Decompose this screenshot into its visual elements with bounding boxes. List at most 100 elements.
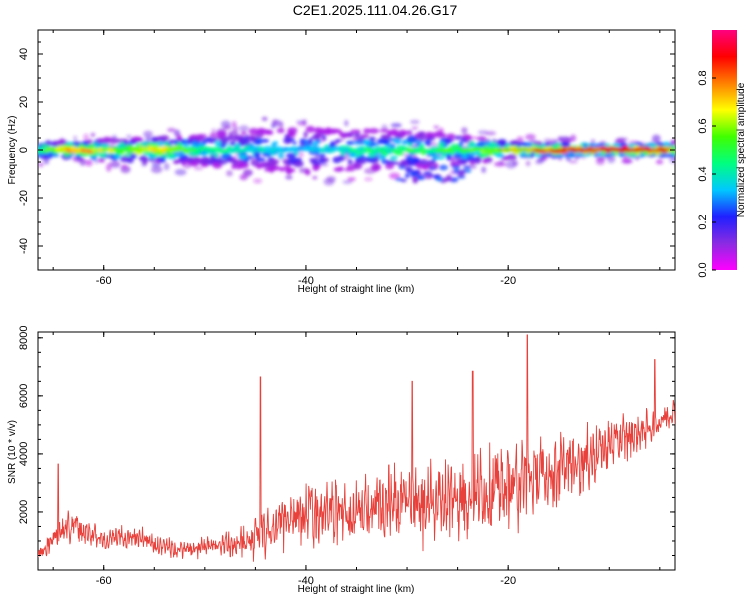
heat-blob: [359, 134, 370, 139]
heat-blob: [304, 168, 311, 176]
colorbar-tick-label: 0.8: [697, 70, 709, 85]
heat-blob: [507, 153, 517, 161]
heat-blob: [208, 158, 214, 166]
y-tick-label: 0: [18, 147, 30, 153]
y-tick-label: 6000: [18, 384, 30, 408]
heat-blob: [54, 140, 66, 146]
heat-blob: [377, 154, 386, 160]
heat-blob: [468, 164, 477, 169]
heat-blob: [457, 172, 465, 178]
colorbar-gradient: [712, 30, 737, 270]
heat-blob: [176, 134, 182, 142]
heat-blob: [446, 174, 452, 179]
heat-blob: [404, 173, 410, 179]
heat-blob: [346, 164, 353, 169]
spectrogram-panel: -60 -40 -20 40 20 0 -20 -40 Height of straight …: [7, 29, 676, 295]
heat-blob: [221, 137, 229, 145]
heat-blob: [309, 157, 319, 162]
heat-blob: [51, 153, 60, 157]
heat-blob: [269, 167, 274, 173]
heat-blob: [443, 137, 452, 145]
colorbar-label: Normalized spectral amplitude: [736, 82, 747, 217]
heat-blob: [410, 172, 417, 177]
heat-blob: [216, 159, 228, 165]
heat-blob: [163, 162, 170, 171]
heat-blob: [590, 139, 596, 145]
colorbar-tick-label: 0.4: [697, 166, 709, 181]
spectrogram-ticks: -60 -40 -20 40 20 0 -20 -40: [18, 30, 675, 287]
heat-blob: [446, 153, 452, 161]
heat-blob: [388, 160, 395, 164]
heat-blob: [143, 130, 153, 138]
heat-blob: [400, 159, 408, 165]
heat-blob: [347, 159, 353, 165]
heat-blob: [619, 152, 624, 157]
heat-blob: [512, 160, 519, 167]
heat-blob: [112, 134, 117, 139]
heat-blob: [268, 159, 280, 166]
heat-blob: [237, 154, 245, 159]
heat-blob: [334, 139, 341, 143]
heat-blob: [603, 152, 612, 156]
heat-blob: [266, 130, 274, 135]
heat-blob: [264, 168, 271, 172]
heat-blob: [261, 116, 268, 122]
heat-blob: [461, 127, 468, 135]
heat-blob: [283, 137, 292, 144]
snr-ticks: -60 -40 -20 2000 4000 6000 8000: [18, 326, 675, 587]
heat-blob: [622, 156, 632, 165]
heat-blob: [368, 128, 380, 134]
heat-blob: [322, 128, 333, 135]
snr-series-line: [38, 334, 675, 562]
heat-blob: [516, 136, 524, 142]
heat-blob: [433, 174, 440, 179]
heat-blob: [87, 139, 93, 145]
heat-blob: [400, 178, 407, 183]
heat-blob: [537, 141, 543, 147]
spectrogram-y-axis-title: Frequency (Hz): [7, 116, 18, 185]
heat-blob: [458, 140, 463, 148]
heat-blob: [253, 178, 263, 184]
heat-blob: [238, 162, 249, 169]
heat-blob: [157, 140, 164, 148]
page-title: C2E1.2025.111.04.26.G17: [292, 2, 458, 18]
heat-blob: [552, 144, 558, 149]
heat-blob: [75, 154, 81, 159]
heat-blob: [211, 128, 217, 135]
heat-blob: [286, 159, 292, 165]
heat-blob: [369, 137, 375, 141]
heat-blob: [311, 160, 321, 166]
heat-blob: [381, 157, 386, 165]
heat-blob: [239, 174, 248, 181]
heat-blob: [105, 163, 112, 172]
heat-blob: [436, 177, 443, 182]
heat-blob: [272, 119, 279, 126]
heat-blob: [277, 153, 285, 159]
heat-blob: [112, 154, 122, 159]
heat-blob: [402, 139, 407, 146]
heat-blob: [145, 136, 152, 143]
y-tick-label: 4000: [18, 442, 30, 466]
heat-blob: [292, 141, 297, 145]
heat-blob: [182, 159, 189, 164]
x-tick-label: -60: [96, 575, 112, 587]
heat-blob: [229, 158, 237, 163]
heat-blob: [476, 136, 487, 141]
heat-blob: [88, 144, 95, 148]
heat-blob: [525, 160, 531, 167]
heat-blob: [417, 131, 426, 138]
heat-blob: [307, 138, 313, 145]
heat-blob: [670, 139, 675, 147]
heat-blob: [595, 143, 600, 148]
heat-blob: [151, 136, 158, 144]
heat-blob: [439, 164, 449, 171]
heat-blob: [190, 161, 199, 167]
heat-blob: [83, 133, 90, 141]
heat-blob: [157, 135, 163, 143]
heat-blob: [363, 128, 371, 134]
heat-blob: [409, 119, 420, 125]
heat-blob: [357, 158, 367, 165]
y-tick-label: 40: [18, 48, 30, 60]
heat-blob: [475, 142, 485, 148]
heat-blob: [408, 137, 414, 145]
